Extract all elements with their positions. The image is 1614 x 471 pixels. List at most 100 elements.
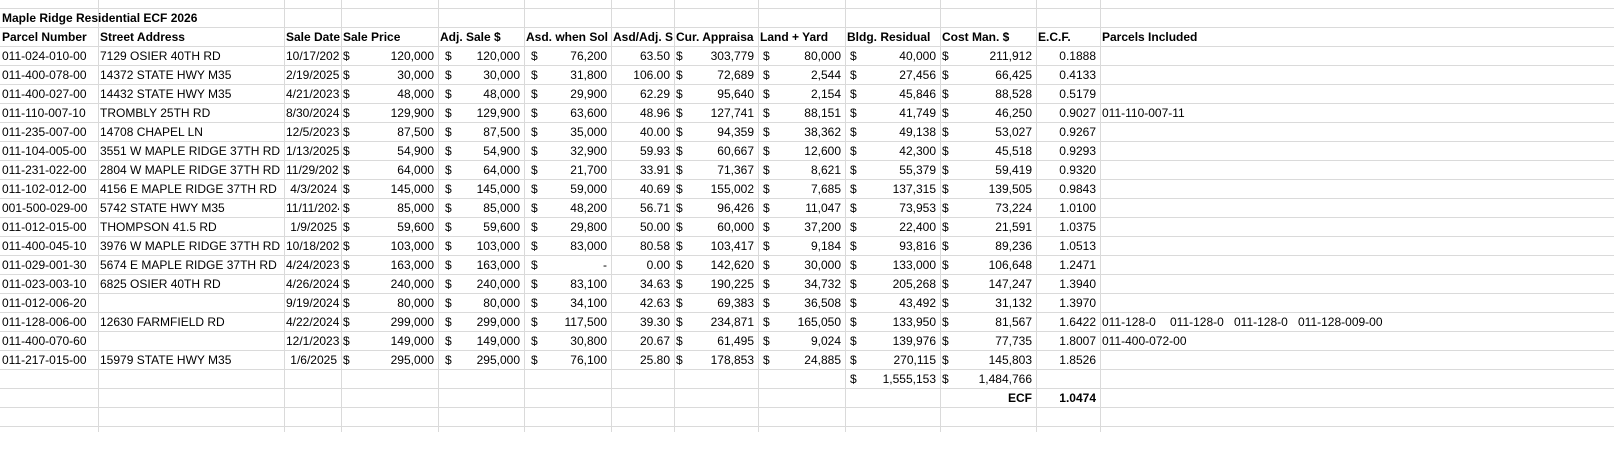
street-address-cell[interactable]: 6825 OSIER 40TH RD: [100, 277, 221, 291]
sheet-title[interactable]: Maple Ridge Residential ECF 2026: [2, 11, 198, 25]
adj-sale-cell[interactable]: $80,000: [438, 294, 524, 313]
asd-when-sold-cell[interactable]: $30,800: [524, 332, 611, 351]
parcels-included-cell[interactable]: [1100, 161, 1400, 180]
asd-adj-ratio-cell[interactable]: 33.91: [639, 163, 670, 177]
sale-price-cell[interactable]: $87,500: [341, 123, 438, 142]
asd-adj-ratio-cell[interactable]: 62.29: [639, 87, 670, 101]
adj-sale-cell[interactable]: $85,000: [438, 199, 524, 218]
column-header-3[interactable]: Sale Price: [343, 30, 401, 44]
street-address-cell[interactable]: 7129 OSIER 40TH RD: [100, 49, 221, 63]
cost-man-cell[interactable]: $45,518: [940, 142, 1036, 161]
adj-sale-cell[interactable]: $129,900: [438, 104, 524, 123]
sale-price-cell[interactable]: $129,900: [341, 104, 438, 123]
cur-appraisal-cell[interactable]: $71,367: [674, 161, 758, 180]
asd-when-sold-cell[interactable]: $ -: [524, 256, 611, 275]
asd-adj-ratio-cell[interactable]: 25.80: [639, 353, 670, 367]
ecf-cell[interactable]: 0.9320: [1059, 163, 1096, 177]
street-address-cell[interactable]: 5742 STATE HWY M35: [100, 201, 225, 215]
cost-man-cell[interactable]: $46,250: [940, 104, 1036, 123]
bldg-residual-cell[interactable]: $133,000: [845, 256, 940, 275]
sale-date-cell[interactable]: 4/3/2024: [290, 182, 337, 196]
sale-date-cell[interactable]: 12/5/2023: [286, 125, 339, 139]
asd-when-sold-cell[interactable]: $35,000: [524, 123, 611, 142]
column-header-7[interactable]: Cur. Appraisa: [676, 30, 754, 44]
cur-appraisal-cell[interactable]: $96,426: [674, 199, 758, 218]
cost-man-cell[interactable]: $66,425: [940, 66, 1036, 85]
land-yard-cell[interactable]: $80,000: [758, 47, 845, 66]
sale-price-cell[interactable]: $145,000: [341, 180, 438, 199]
asd-when-sold-cell[interactable]: $63,600: [524, 104, 611, 123]
sale-date-cell[interactable]: 1/13/2025: [286, 144, 339, 158]
parcels-included-cell[interactable]: 011-128-0: [1170, 315, 1224, 329]
adj-sale-cell[interactable]: $295,000: [438, 351, 524, 370]
sale-price-cell[interactable]: $80,000: [341, 294, 438, 313]
ecf-cell[interactable]: 0.9267: [1059, 125, 1096, 139]
parcels-included-cell[interactable]: [1100, 123, 1400, 142]
bldg-residual-cell[interactable]: $27,456: [845, 66, 940, 85]
bldg-residual-cell[interactable]: $42,300: [845, 142, 940, 161]
cur-appraisal-cell[interactable]: $95,640: [674, 85, 758, 104]
sale-date-cell[interactable]: 8/30/2024: [286, 106, 339, 120]
cost-man-cell[interactable]: $147,247: [940, 275, 1036, 294]
sale-price-cell[interactable]: $30,000: [341, 66, 438, 85]
parcels-included-cell[interactable]: [1100, 294, 1400, 313]
asd-when-sold-cell[interactable]: $59,000: [524, 180, 611, 199]
land-yard-cell[interactable]: $2,154: [758, 85, 845, 104]
asd-when-sold-cell[interactable]: $31,800: [524, 66, 611, 85]
cur-appraisal-cell[interactable]: $155,002: [674, 180, 758, 199]
cur-appraisal-cell[interactable]: $178,853: [674, 351, 758, 370]
parcel-number-cell[interactable]: 011-012-015-00: [2, 220, 87, 234]
land-yard-cell[interactable]: $2,544: [758, 66, 845, 85]
parcel-number-cell[interactable]: 011-012-006-20: [2, 296, 87, 310]
land-yard-cell[interactable]: $88,151: [758, 104, 845, 123]
cur-appraisal-cell[interactable]: $72,689: [674, 66, 758, 85]
land-yard-cell[interactable]: $12,600: [758, 142, 845, 161]
land-yard-cell[interactable]: $24,885: [758, 351, 845, 370]
ecf-cell[interactable]: 1.8007: [1059, 334, 1096, 348]
parcels-included-cell[interactable]: [1100, 199, 1400, 218]
column-header-1[interactable]: Street Address: [100, 30, 185, 44]
sale-price-cell[interactable]: $163,000: [341, 256, 438, 275]
cost-man-cell[interactable]: $73,224: [940, 199, 1036, 218]
parcel-number-cell[interactable]: 011-110-007-10: [2, 106, 86, 120]
adj-sale-cell[interactable]: $149,000: [438, 332, 524, 351]
asd-adj-ratio-cell[interactable]: 48.96: [639, 106, 670, 120]
sale-price-cell[interactable]: $149,000: [341, 332, 438, 351]
cur-appraisal-cell[interactable]: $127,741: [674, 104, 758, 123]
parcels-included-cell[interactable]: [1100, 351, 1400, 370]
ecf-cell[interactable]: 0.9843: [1059, 182, 1096, 196]
cost-man-cell[interactable]: $31,132: [940, 294, 1036, 313]
ecf-cell[interactable]: 0.9027: [1059, 106, 1096, 120]
parcel-number-cell[interactable]: 011-400-027-00: [2, 87, 87, 101]
asd-when-sold-cell[interactable]: $29,800: [524, 218, 611, 237]
sale-price-cell[interactable]: $295,000: [341, 351, 438, 370]
street-address-cell[interactable]: 2804 W MAPLE RIDGE 37TH RD: [100, 163, 281, 177]
sale-date-cell[interactable]: 4/22/2024: [286, 315, 339, 329]
asd-when-sold-cell[interactable]: $83,000: [524, 237, 611, 256]
sale-date-cell[interactable]: 1/6/2025: [290, 353, 337, 367]
sale-price-cell[interactable]: $120,000: [341, 47, 438, 66]
sale-price-cell[interactable]: $64,000: [341, 161, 438, 180]
parcels-included-cell[interactable]: [1100, 85, 1400, 104]
street-address-cell[interactable]: 3551 W MAPLE RIDGE 37TH RD: [100, 144, 281, 158]
ecf-cell[interactable]: 1.3940: [1059, 277, 1096, 291]
land-yard-cell[interactable]: $11,047: [758, 199, 845, 218]
adj-sale-cell[interactable]: $59,600: [438, 218, 524, 237]
cost-man-cell[interactable]: $77,735: [940, 332, 1036, 351]
ecf-cell[interactable]: 1.6422: [1059, 315, 1096, 329]
cur-appraisal-cell[interactable]: $142,620: [674, 256, 758, 275]
adj-sale-cell[interactable]: $145,000: [438, 180, 524, 199]
adj-sale-cell[interactable]: $299,000: [438, 313, 524, 332]
parcels-included-cell[interactable]: 011-128-0: [1234, 315, 1288, 329]
sale-date-cell[interactable]: 4/24/2023: [286, 258, 339, 272]
cur-appraisal-cell[interactable]: $60,667: [674, 142, 758, 161]
parcel-number-cell[interactable]: 011-400-078-00: [2, 68, 87, 82]
sale-date-cell[interactable]: 11/11/2024: [286, 201, 339, 215]
asd-adj-ratio-cell[interactable]: 0.00: [646, 258, 670, 272]
asd-when-sold-cell[interactable]: $76,100: [524, 351, 611, 370]
cost-man-cell[interactable]: $53,027: [940, 123, 1036, 142]
column-header-0[interactable]: Parcel Number: [2, 30, 87, 44]
cur-appraisal-cell[interactable]: $190,225: [674, 275, 758, 294]
column-header-12[interactable]: Parcels Included: [1102, 30, 1198, 44]
land-yard-cell[interactable]: $8,621: [758, 161, 845, 180]
